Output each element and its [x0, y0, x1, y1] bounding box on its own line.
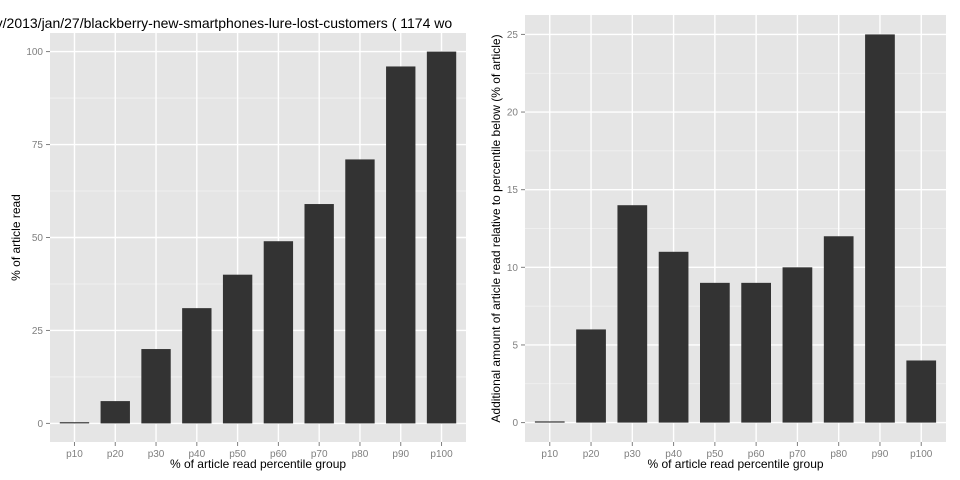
x-tick-label: p30 — [624, 449, 641, 460]
bar-p10 — [535, 421, 565, 422]
x-tick-label: p20 — [583, 449, 600, 460]
y-tick-label: 15 — [507, 185, 519, 196]
bar-p90 — [865, 34, 895, 422]
bar-p30 — [617, 205, 647, 422]
bar-p60 — [264, 241, 293, 423]
y-tick-label: 0 — [512, 418, 518, 429]
x-tick-label: p20 — [107, 449, 124, 460]
bar-p80 — [345, 159, 374, 423]
bar-p70 — [304, 204, 333, 423]
x-tick-label: p10 — [541, 449, 558, 460]
bar-p20 — [576, 329, 606, 422]
y-tick-label: 50 — [32, 233, 44, 244]
x-axis-title: % of article read percentile group — [647, 457, 823, 471]
x-tick-label: p30 — [148, 449, 165, 460]
bar-p100 — [906, 360, 936, 422]
x-tick-label: p10 — [66, 449, 83, 460]
bar-p20 — [101, 401, 130, 423]
bar-p30 — [141, 349, 170, 423]
y-axis-title: % of article read — [9, 194, 23, 281]
y-axis-title: Additional amount of article read relati… — [489, 34, 503, 422]
x-tick-label: p90 — [392, 449, 409, 460]
x-tick-label: p90 — [872, 449, 889, 460]
bar-p40 — [182, 308, 211, 423]
x-tick-label: p100 — [430, 449, 453, 460]
bar-p60 — [741, 283, 771, 423]
bar-p50 — [223, 275, 252, 424]
bar-p70 — [783, 267, 813, 422]
y-tick-label: 100 — [26, 47, 43, 58]
y-tick-label: 5 — [512, 340, 518, 351]
y-tick-label: 25 — [507, 30, 519, 41]
y-tick-label: 0 — [37, 419, 43, 430]
x-axis-title: % of article read percentile group — [170, 457, 346, 471]
bar-p80 — [824, 236, 854, 422]
y-tick-label: 25 — [32, 326, 44, 337]
bar-p40 — [659, 252, 689, 423]
bar-p90 — [386, 66, 415, 423]
bar-p10 — [60, 422, 89, 423]
bar-p100 — [427, 52, 456, 424]
x-tick-label: p80 — [830, 449, 847, 460]
y-tick-label: 20 — [507, 108, 519, 119]
y-tick-label: 10 — [507, 263, 519, 274]
x-tick-label: p100 — [910, 449, 933, 460]
bar-p50 — [700, 283, 730, 423]
y-tick-label: 75 — [32, 140, 44, 151]
chart-title: gy/2013/jan/27/blackberry-new-smartphone… — [0, 15, 452, 31]
x-tick-label: p80 — [352, 449, 369, 460]
